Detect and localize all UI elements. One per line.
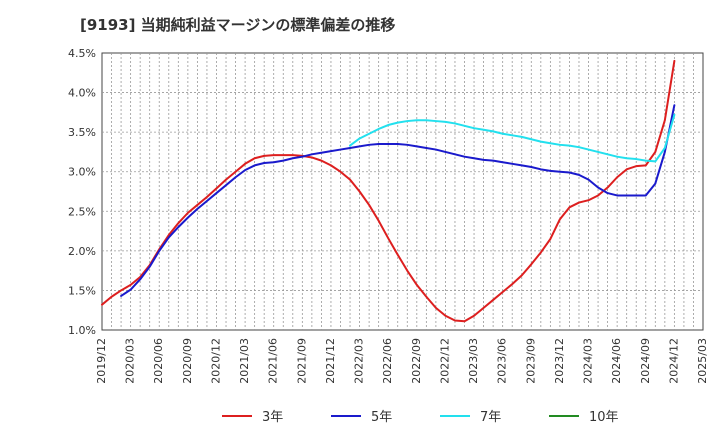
y-tick-label: 3.0%: [68, 166, 96, 179]
y-tick-label: 4.5%: [68, 47, 96, 60]
x-tick-label: 2024/06: [610, 338, 623, 384]
series-line-0: [101, 59, 676, 323]
x-tick-label: 2023/06: [496, 338, 509, 384]
x-tick-label: 2022/12: [438, 338, 451, 384]
x-tick-label: 2022/06: [381, 338, 394, 384]
series-line-1: [120, 104, 676, 297]
x-tick-label: 2020/12: [209, 338, 222, 384]
x-tick-label: 2023/09: [524, 338, 537, 384]
series-layer: [101, 59, 676, 323]
x-tick-label: 2025/03: [696, 338, 709, 384]
legend-label-0: 3年: [262, 410, 283, 425]
x-tick-label: 2020/09: [181, 338, 194, 384]
x-tick-label: 2021/06: [267, 338, 280, 384]
y-tick-label: 2.5%: [68, 205, 96, 218]
y-tick-label: 3.5%: [68, 126, 96, 139]
x-tick-label: 2024/09: [639, 338, 652, 384]
legend-label-2: 7年: [480, 410, 501, 425]
grid-layer: [101, 52, 704, 331]
y-tick-label: 4.0%: [68, 87, 96, 100]
y-tick-label: 2.0%: [68, 245, 96, 258]
y-tick-label: 1.0%: [68, 324, 96, 337]
x-tick-label: 2019/12: [95, 338, 108, 384]
x-tick-label: 2023/12: [553, 338, 566, 384]
x-tick-label: 2022/09: [410, 338, 423, 384]
x-tick-label: 2021/03: [238, 338, 251, 384]
x-tick-label: 2021/12: [324, 338, 337, 384]
legend-layer: 3年 5年 7年 10年: [222, 410, 619, 425]
x-tick-label: 2021/09: [295, 338, 308, 384]
plot-frame: [101, 52, 704, 331]
x-tick-label: 2024/03: [582, 338, 595, 384]
x-tick-label: 2020/03: [124, 338, 137, 384]
chart-title: [9193] 当期純利益マージンの標準偏差の推移: [80, 16, 396, 34]
x-tick-label: 2022/03: [353, 338, 366, 384]
legend-label-3: 10年: [589, 410, 619, 425]
y-tick-label: 1.5%: [68, 284, 96, 297]
legend-label-1: 5年: [371, 410, 392, 425]
axis-layer: 1.0% 1.5% 2.0% 2.5% 3.0% 3.5% 4.0% 4.5% 2019/12 2…: [68, 47, 709, 384]
series-line-2: [349, 113, 676, 163]
x-tick-label: 2024/12: [667, 338, 680, 384]
x-tick-label: 2020/06: [152, 338, 165, 384]
x-tick-label: 2023/03: [467, 338, 480, 384]
